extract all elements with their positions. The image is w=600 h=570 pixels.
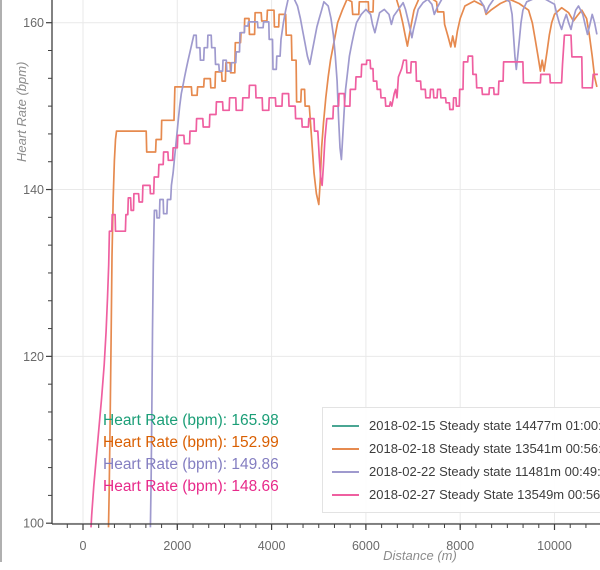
series-line-2018-02-27 xyxy=(90,34,598,528)
legend-item-label: 2018-02-15 Steady state 14477m 01:00:2 xyxy=(369,418,600,433)
axes: 100 120 140 160 0 2000 4000 6000 8000 10000 xyxy=(23,0,600,553)
x-axis-title: Distance (m) xyxy=(383,548,457,563)
x-tick-label: 4000 xyxy=(258,539,286,553)
hover-readout-row-4: Heart Rate (bpm): 148.66 xyxy=(103,478,279,495)
legend-line-swatch xyxy=(332,447,359,450)
legend-item: 2018-02-27 Steady State 13549m 00:56:4 xyxy=(332,483,600,506)
hover-readout-row-1: Heart Rate (bpm): 165.98 xyxy=(103,412,279,429)
y-tick-label: 100 xyxy=(23,517,44,531)
hover-readout-row-2: Heart Rate (bpm): 152.99 xyxy=(103,434,279,451)
legend-line-swatch xyxy=(332,493,359,496)
y-tick-label: 120 xyxy=(23,350,44,364)
y-tick-label: 140 xyxy=(23,183,44,197)
x-tick-label: 10000 xyxy=(537,539,572,553)
legend-item-label: 2018-02-27 Steady State 13549m 00:56:4 xyxy=(369,487,600,502)
legend-item: 2018-02-15 Steady state 14477m 01:00:2 xyxy=(332,414,600,437)
x-tick-label: 0 xyxy=(80,539,87,553)
series-lines xyxy=(90,0,598,528)
x-tick-label: 8000 xyxy=(446,539,474,553)
legend-item: 2018-02-18 Steady state 13541m 00:56:0 xyxy=(332,437,600,460)
series-line-2018-02-22 xyxy=(149,0,598,528)
legend-item-label: 2018-02-22 Steady state 11481m 00:49:1 xyxy=(369,464,600,479)
x-tick-label: 2000 xyxy=(163,539,191,553)
y-axis-title: Heart Rate (bpm) xyxy=(14,61,29,162)
legend-item-label: 2018-02-18 Steady state 13541m 00:56:0 xyxy=(369,441,600,456)
x-tick-label: 6000 xyxy=(352,539,380,553)
legend-line-swatch xyxy=(332,424,359,427)
window-edge-line xyxy=(0,0,2,562)
legend: 2018-02-15 Steady state 14477m 01:00:2 2… xyxy=(322,407,600,513)
legend-item: 2018-02-22 Steady state 11481m 00:49:1 xyxy=(332,460,600,483)
legend-line-swatch xyxy=(332,470,359,473)
y-tick-label: 160 xyxy=(23,16,44,30)
hover-readout-row-3: Heart Rate (bpm): 149.86 xyxy=(103,456,279,473)
